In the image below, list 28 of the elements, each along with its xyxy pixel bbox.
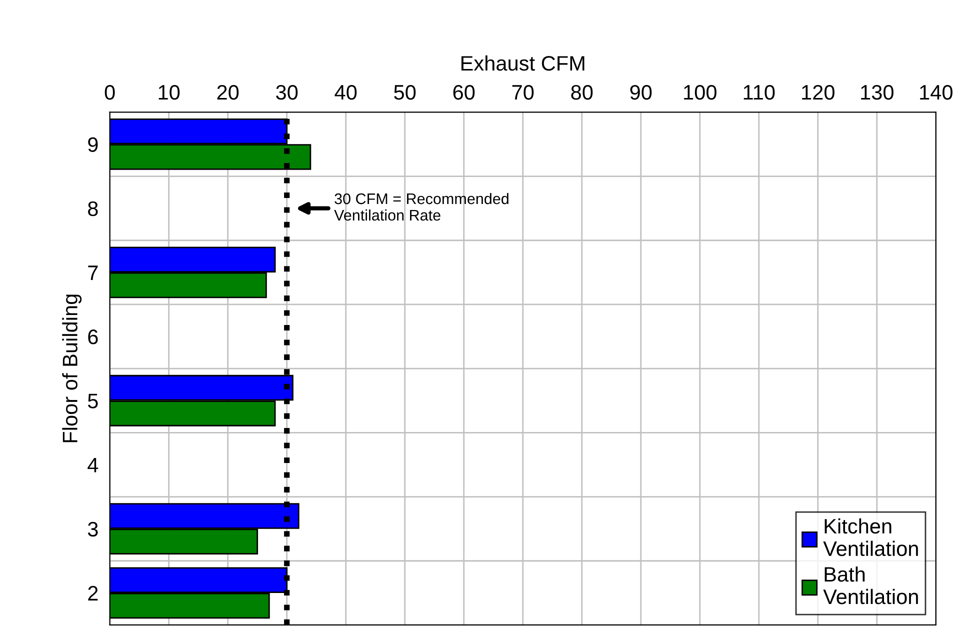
- y-tick-label: 4: [88, 458, 98, 472]
- x-tick-label: 130: [861, 84, 894, 100]
- y-axis-title: Floor of Building: [62, 294, 82, 442]
- y-tick-label: 3: [88, 522, 98, 537]
- x-tick-label: 20: [217, 84, 239, 100]
- x-tick-label: 0: [104, 84, 115, 100]
- x-tick-label: 60: [453, 84, 475, 100]
- y-tick-label: 6: [88, 330, 98, 344]
- legend-label: Kitchen Ventilation: [823, 518, 918, 556]
- x-axis-title: Exhaust CFM: [461, 55, 584, 71]
- annotation: 30 CFM = Recommended Ventilation Rate: [334, 192, 508, 221]
- x-tick-label: 70: [512, 84, 534, 100]
- legend-label: Bath Ventilation: [823, 566, 918, 604]
- x-tick-label: 140: [920, 84, 952, 100]
- y-tick-label: 2: [88, 586, 98, 600]
- x-tick-label: 10: [158, 84, 180, 100]
- y-tick-label: 7: [88, 266, 98, 280]
- y-tick-label: 9: [88, 137, 98, 152]
- y-tick-label: 5: [88, 394, 98, 408]
- x-tick-label: 120: [802, 84, 834, 100]
- x-tick-label: 90: [630, 84, 652, 100]
- x-tick-label: 100: [684, 84, 716, 100]
- y-tick-label: 8: [88, 201, 98, 216]
- x-tick-label: 50: [394, 84, 416, 100]
- x-tick-label: 110: [744, 84, 775, 100]
- x-tick-label: 40: [334, 84, 357, 100]
- x-tick-label: 30: [276, 84, 298, 100]
- x-tick-label: 80: [571, 84, 593, 100]
